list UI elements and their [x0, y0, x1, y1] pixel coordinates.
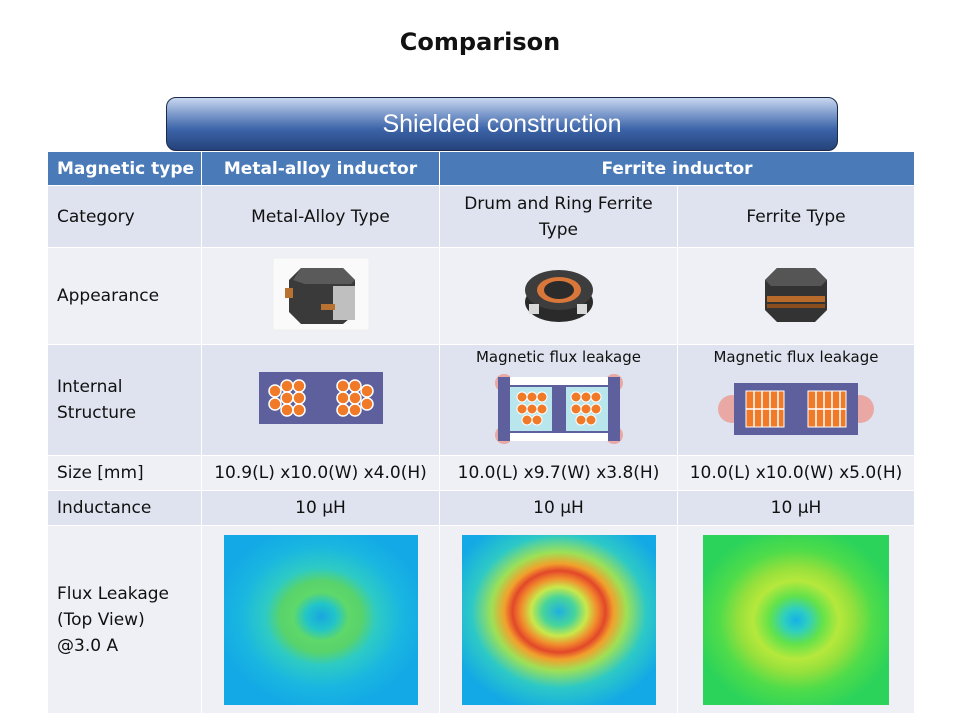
drum-structure-diagram: [494, 373, 623, 444]
size-metal: 10.9(L) x10.0(W) x4.0(H): [201, 455, 440, 491]
ferrite-structure-diagram: [718, 382, 874, 435]
comparison-table: Magnetic type Metal-alloy inductor Ferri…: [47, 151, 915, 714]
ferrite-flux-heatmap: [703, 534, 889, 705]
appearance-drum: [439, 247, 678, 345]
row-appearance: Appearance: [47, 247, 915, 345]
ferrite-flux-leakage-note: Magnetic flux leakage: [713, 348, 879, 366]
appearance-metal: [201, 247, 440, 345]
inductance-drum: 10 µH: [439, 490, 678, 526]
size-drum: 10.0(L) x9.7(W) x3.8(H): [439, 455, 678, 491]
drum-ring-ferrite-inductor-image: [524, 269, 593, 322]
category-label: Category: [47, 185, 202, 248]
row-category: Category Metal-Alloy Type Drum and Ring …: [47, 185, 915, 248]
size-ferrite: 10.0(L) x10.0(W) x5.0(H): [677, 455, 915, 491]
row-size: Size [mm] 10.9(L) x10.0(W) x4.0(H) 10.0(…: [47, 455, 915, 491]
row-internal-structure: Internal Structure Magnetic flux leakage: [47, 344, 915, 456]
flux-leakage-label: Flux Leakage (Top View) @3.0 A: [47, 525, 202, 714]
inductance-label: Inductance: [47, 490, 202, 526]
header-ferrite: Ferrite inductor: [439, 151, 915, 186]
header-row: Magnetic type Metal-alloy inductor Ferri…: [47, 151, 915, 186]
flux-label-line3: @3.0 A: [57, 635, 119, 656]
internal-metal: [201, 344, 440, 456]
row-flux-leakage: Flux Leakage (Top View) @3.0 A: [47, 525, 915, 714]
ferrite-inductor-image: [765, 267, 827, 322]
drum-flux-heatmap: [461, 534, 656, 705]
flux-metal: [201, 525, 440, 714]
internal-structure-label: Internal Structure: [47, 344, 202, 456]
inductance-metal: 10 µH: [201, 490, 440, 526]
flux-drum: [439, 525, 678, 714]
appearance-ferrite: [677, 247, 915, 345]
category-metal: Metal-Alloy Type: [201, 185, 440, 248]
metal-alloy-flux-heatmap: [223, 534, 418, 705]
flux-ferrite: [677, 525, 915, 714]
metal-alloy-inductor-image: [272, 257, 369, 330]
appearance-label: Appearance: [47, 247, 202, 345]
drum-flux-leakage-note: Magnetic flux leakage: [475, 348, 641, 366]
size-label: Size [mm]: [47, 455, 202, 491]
flux-label-line2: (Top View): [57, 609, 145, 630]
internal-drum: Magnetic flux leakage: [439, 344, 678, 456]
flux-label-line1: Flux Leakage: [57, 583, 170, 604]
header-metal-alloy: Metal-alloy inductor: [201, 151, 440, 186]
slide-title: Comparison: [399, 28, 561, 56]
internal-ferrite: Magnetic flux leakage: [677, 344, 915, 456]
category-drum: Drum and Ring Ferrite Type: [439, 185, 678, 248]
category-ferrite: Ferrite Type: [677, 185, 915, 248]
metal-alloy-structure-diagram: [258, 371, 383, 424]
inductance-ferrite: 10 µH: [677, 490, 915, 526]
header-magnetic-type: Magnetic type: [47, 151, 202, 186]
shielded-construction-banner: Shielded construction: [166, 97, 838, 151]
row-inductance: Inductance 10 µH 10 µH 10 µH: [47, 490, 915, 526]
